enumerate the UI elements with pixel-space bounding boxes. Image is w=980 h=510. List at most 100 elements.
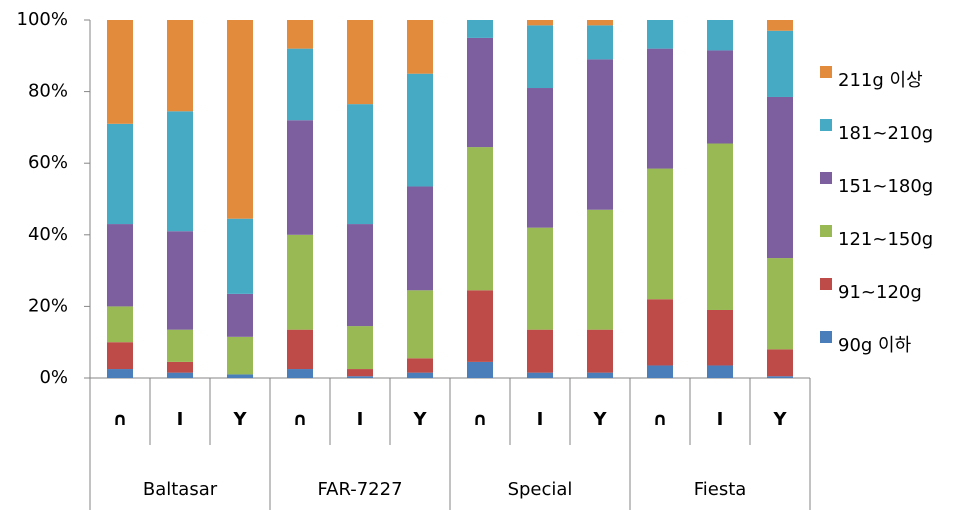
bar-segment	[467, 37, 493, 148]
bar-segment	[587, 59, 613, 210]
bar-segment	[287, 48, 313, 121]
bar-segment	[107, 224, 133, 307]
bar-segment	[167, 372, 193, 378]
bar-segment	[587, 20, 613, 26]
legend-swatch	[820, 172, 832, 184]
x-tick-label: ∩	[653, 409, 668, 430]
x-tick-label: I	[717, 409, 724, 430]
bar-segment	[167, 231, 193, 330]
legend-swatch	[820, 225, 832, 237]
x-tick-label: Y	[412, 409, 427, 430]
bar-segment	[167, 361, 193, 373]
x-tick-label: Y	[772, 409, 787, 430]
bar-segment	[767, 20, 793, 31]
bar-segment	[227, 218, 253, 294]
bar-segment	[287, 20, 313, 49]
bar-segment	[587, 25, 613, 60]
bar-segment	[467, 290, 493, 362]
bar-segment	[107, 20, 133, 124]
legend-label: 91~120g	[838, 282, 922, 303]
bar-segment	[647, 299, 673, 366]
y-tick-label: 20%	[28, 295, 68, 316]
bar-segment	[647, 168, 673, 300]
y-tick-label: 60%	[28, 152, 68, 173]
legend-swatch	[820, 66, 832, 78]
x-tick-label: I	[177, 409, 184, 430]
x-tick-label: I	[357, 409, 364, 430]
legend-label: 211g 이상	[838, 70, 923, 91]
bar-segment	[347, 20, 373, 105]
bar-segment	[407, 358, 433, 373]
x-tick-label: Y	[232, 409, 247, 430]
bar-segment	[407, 372, 433, 378]
bar-segment	[527, 227, 553, 330]
bar-segment	[167, 111, 193, 232]
legend-swatch	[820, 331, 832, 343]
bar-segment	[227, 20, 253, 219]
bar-segment	[107, 123, 133, 225]
bar-segment	[707, 143, 733, 310]
bar-segment	[347, 104, 373, 225]
bar-segment	[527, 372, 553, 378]
bar-segment	[227, 374, 253, 378]
bar-segment	[647, 48, 673, 169]
bar-segment	[347, 224, 373, 327]
bar-segment	[347, 326, 373, 370]
bar-segment	[587, 209, 613, 330]
bar-segment	[767, 96, 793, 259]
bar-segment	[647, 365, 673, 378]
y-tick-label: 0%	[39, 367, 68, 388]
bar-segment	[107, 306, 133, 343]
group-label: Fiesta	[694, 479, 747, 500]
group-label: FAR-7227	[317, 479, 402, 500]
bar-segment	[767, 30, 793, 97]
bar-segment	[587, 372, 613, 378]
y-tick-label: 80%	[28, 81, 68, 102]
bar-segment	[407, 20, 433, 74]
x-tick-label: ∩	[473, 409, 488, 430]
bar-segment	[407, 73, 433, 187]
bar-segment	[167, 20, 193, 112]
group-label: Special	[508, 479, 573, 500]
y-tick-label: 100%	[17, 9, 68, 30]
x-tick-label: ∩	[293, 409, 308, 430]
legend-label: 90g 이하	[838, 335, 912, 356]
bar-segment	[767, 376, 793, 378]
legend-swatch	[820, 278, 832, 290]
bar-segment	[767, 258, 793, 350]
bar-segment	[107, 342, 133, 370]
bar-segment	[647, 20, 673, 49]
bar-segment	[707, 50, 733, 144]
bar-segment	[527, 329, 553, 373]
bar-segment	[707, 20, 733, 51]
x-tick-label: I	[537, 409, 544, 430]
bar-segment	[407, 186, 433, 291]
bar-segment	[467, 20, 493, 38]
bar-segment	[587, 329, 613, 373]
bar-segment	[287, 329, 313, 370]
legend-label: 181~210g	[838, 123, 933, 144]
bar-segment	[287, 120, 313, 235]
bar-segment	[527, 88, 553, 228]
bar-segment	[767, 349, 793, 377]
x-tick-label: ∩	[113, 409, 128, 430]
bar-segment	[467, 147, 493, 291]
bar-segment	[227, 293, 253, 337]
bar-segment	[287, 234, 313, 330]
y-tick-label: 40%	[28, 224, 68, 245]
bar-segment	[407, 290, 433, 359]
legend-swatch	[820, 119, 832, 131]
bar-segment	[167, 329, 193, 362]
legend-label: 151~180g	[838, 176, 933, 197]
bar-segment	[227, 336, 253, 375]
bar-segment	[347, 376, 373, 378]
legend-label: 121~150g	[838, 229, 933, 250]
bar-segment	[707, 365, 733, 378]
bar-segment	[287, 369, 313, 378]
bar-segment	[707, 309, 733, 366]
group-label: Baltasar	[143, 479, 218, 500]
bar-segment	[527, 25, 553, 89]
x-tick-label: Y	[592, 409, 607, 430]
bar-segment	[347, 369, 373, 377]
